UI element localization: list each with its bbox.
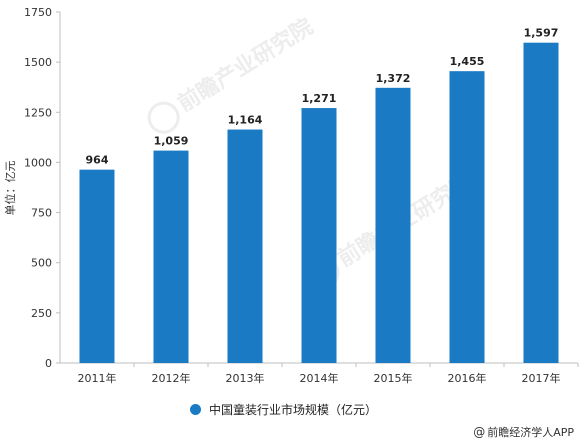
y-tick-label: 1250	[24, 106, 52, 119]
x-tick-label: 2015年	[374, 371, 413, 385]
y-tick-label: 250	[31, 307, 52, 320]
data-label: 1,059	[154, 135, 189, 148]
x-tick-label: 2014年	[300, 371, 339, 385]
bar	[301, 108, 337, 363]
data-label: 964	[86, 154, 109, 167]
bar	[375, 87, 411, 363]
data-label: 1,455	[450, 55, 485, 68]
y-tick-label: 1500	[24, 56, 52, 69]
y-tick-label: 1000	[24, 156, 52, 169]
footer-credit: @ 前瞻经济学人APP	[473, 424, 574, 440]
bar	[449, 71, 485, 363]
y-tick-label: 750	[31, 207, 52, 220]
data-label: 1,597	[524, 27, 559, 40]
x-tick-label: 2011年	[78, 371, 117, 385]
legend: 中国童装行业市场规模（亿元）	[190, 399, 377, 419]
x-tick-label: 2012年	[152, 371, 191, 385]
x-tick-label: 2017年	[522, 371, 561, 385]
y-axis-title: 单位：亿元	[3, 161, 17, 216]
bar	[227, 129, 263, 363]
data-label: 1,164	[228, 114, 263, 127]
legend-label: 中国童装行业市场规模（亿元）	[209, 402, 378, 417]
at-icon: @	[473, 425, 486, 439]
footer-credit-text: 前瞻经济学人APP	[487, 426, 574, 439]
bar	[523, 42, 559, 363]
y-tick-label: 0	[45, 357, 52, 370]
data-label: 1,372	[376, 72, 411, 85]
y-tick-label: 1750	[24, 6, 52, 19]
bar	[79, 169, 115, 363]
data-label: 1,271	[302, 92, 337, 105]
bar	[153, 150, 189, 363]
x-tick-label: 2016年	[448, 371, 487, 385]
legend-swatch	[190, 403, 201, 415]
x-tick-label: 2013年	[226, 371, 265, 385]
y-tick-label: 500	[31, 257, 52, 270]
